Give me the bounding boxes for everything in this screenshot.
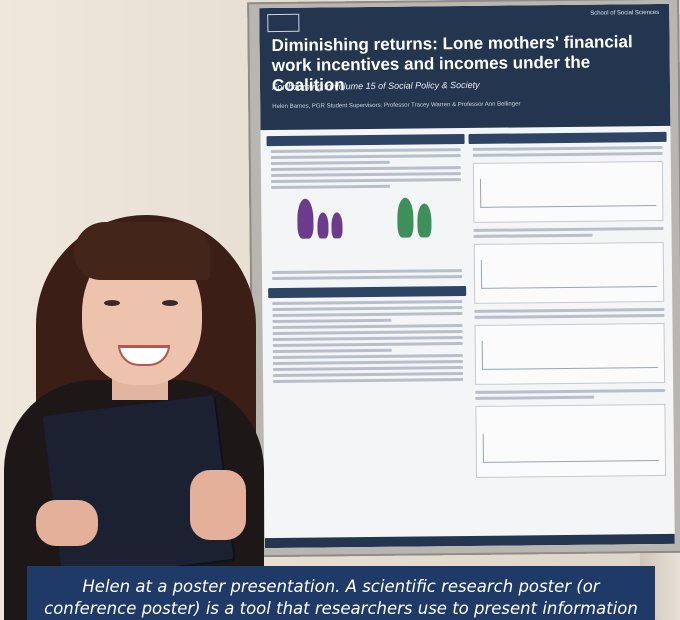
university-logo (267, 13, 300, 33)
family-figures (267, 193, 466, 265)
right-hand (190, 470, 246, 540)
poster-chart (472, 160, 664, 223)
poster-chart (473, 241, 665, 304)
poster-right-column (468, 131, 671, 539)
poster-chart (474, 322, 666, 385)
poster-header: School of Social Sciences Diminishing re… (259, 3, 671, 131)
left-eye (104, 300, 120, 306)
research-poster: School of Social Sciences Diminishing re… (259, 3, 675, 549)
section-header (268, 286, 467, 299)
poster-chart (475, 403, 667, 478)
right-eye (162, 300, 178, 306)
poster-school: School of Social Sciences (590, 9, 660, 17)
mother-figure-green (397, 197, 414, 238)
section-header (468, 131, 667, 144)
left-hand (36, 500, 98, 546)
section-header (266, 134, 465, 147)
poster-left-column (266, 134, 469, 541)
child-figure-purple (331, 212, 343, 239)
adult-figure-green (417, 203, 432, 238)
mother-figure-purple (297, 198, 314, 239)
caption-box: Helen at a poster presentation. A scient… (27, 566, 655, 620)
poster-authors: Helen Barnes, PGR Student Supervisors: P… (272, 101, 521, 111)
child-figure-purple (317, 212, 329, 239)
hair-fringe (74, 222, 210, 280)
caption-text: Helen at a poster presentation. A scient… (44, 577, 638, 618)
